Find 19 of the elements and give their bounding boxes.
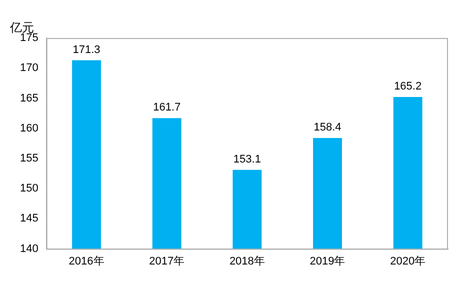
y-tick-label: 175: [20, 32, 38, 44]
data-label: 161.7: [153, 102, 181, 114]
y-tick-label: 150: [20, 182, 38, 195]
x-tick-label: 2017年: [149, 255, 185, 268]
data-label: 171.3: [72, 44, 100, 56]
y-tick-label: 160: [20, 122, 38, 134]
data-label: 153.1: [233, 153, 261, 166]
x-tick-label: 2019年: [310, 255, 346, 268]
y-tick-label: 165: [20, 92, 38, 104]
data-label: 158.4: [314, 122, 342, 134]
data-label: 165.2: [394, 80, 422, 93]
y-tick-label: 140: [20, 242, 38, 255]
y-tick-label: 145: [20, 212, 38, 225]
y-tick-label: 155: [20, 152, 38, 164]
x-tick-label: 2016年: [68, 255, 104, 268]
y-tick-label: 170: [20, 62, 38, 74]
x-tick-label: 2018年: [229, 255, 265, 268]
x-tick-label: 2020年: [390, 255, 426, 268]
y-axis-title: 亿元: [9, 20, 34, 34]
